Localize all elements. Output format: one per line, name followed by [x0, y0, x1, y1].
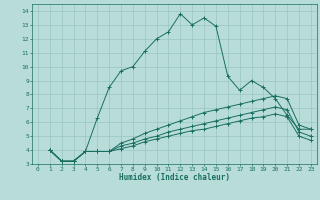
- X-axis label: Humidex (Indice chaleur): Humidex (Indice chaleur): [119, 173, 230, 182]
